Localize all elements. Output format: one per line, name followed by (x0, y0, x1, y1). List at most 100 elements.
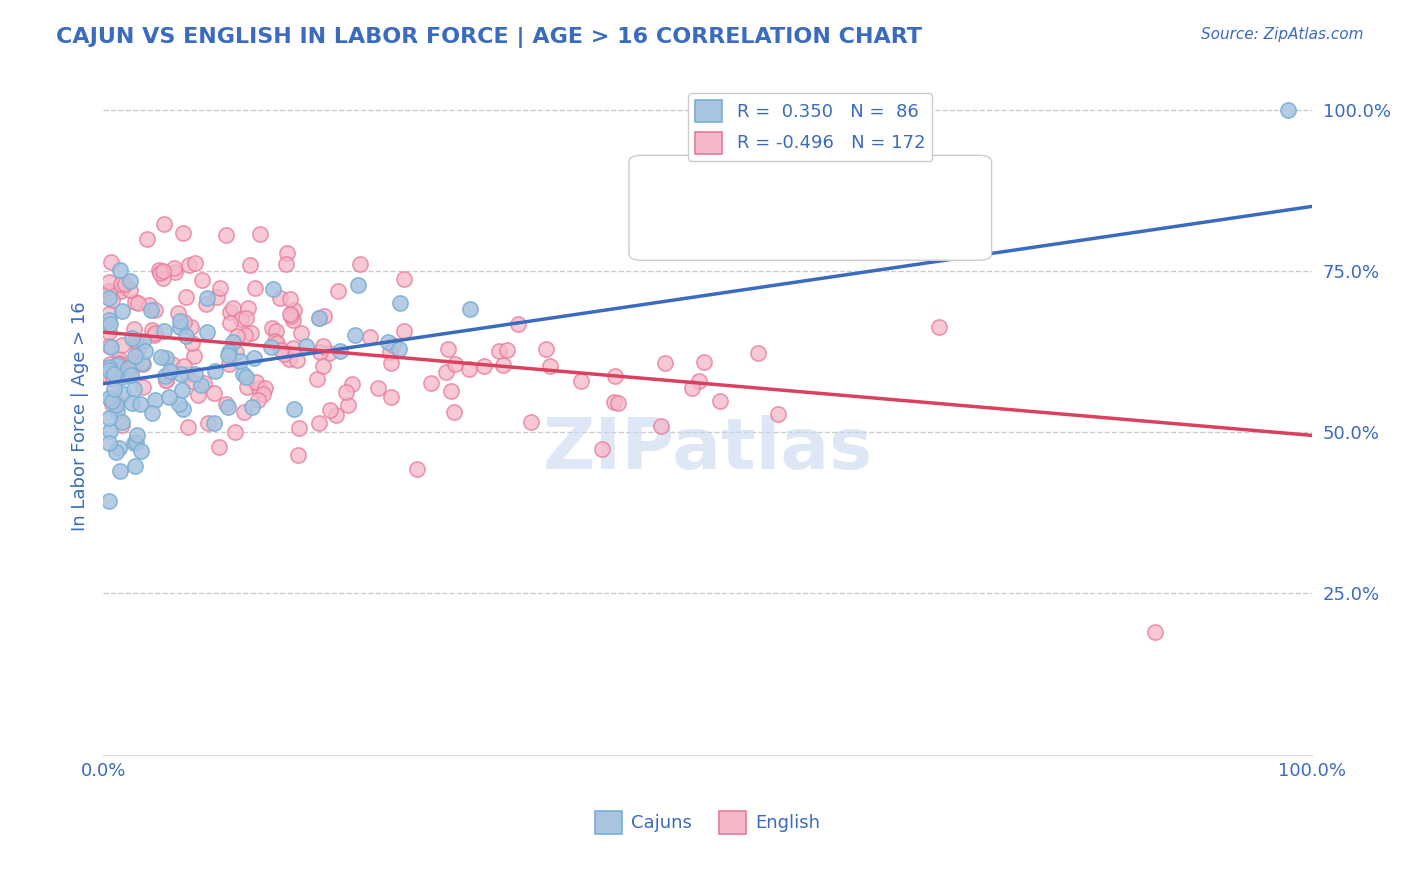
Point (269, 291, 291, 305)
Point (195, 297, 218, 311)
Point (245, 376, 267, 390)
Point (100, 293, 122, 307)
Point (114, 277, 136, 291)
Point (377, 334, 399, 349)
Point (122, 321, 145, 335)
Point (148, 262, 170, 277)
Point (107, 359, 129, 373)
Point (124, 295, 146, 310)
Point (155, 351, 177, 366)
Point (249, 227, 271, 242)
Point (177, 258, 200, 272)
Point (172, 226, 194, 240)
Point (650, 419, 672, 434)
Point (218, 344, 240, 359)
Point (218, 357, 240, 371)
Point (326, 285, 349, 299)
Point (195, 291, 218, 305)
Point (359, 330, 381, 344)
Point (458, 301, 481, 316)
Point (138, 298, 160, 312)
Point (153, 218, 176, 232)
Point (276, 246, 298, 260)
Point (163, 265, 186, 279)
Point (287, 353, 309, 368)
Point (235, 370, 257, 384)
Point (105, 393, 128, 408)
Point (159, 364, 181, 378)
Point (208, 440, 231, 454)
Point (205, 290, 228, 304)
Point (167, 306, 190, 320)
Point (184, 367, 207, 381)
Point (173, 359, 195, 374)
Point (569, 374, 592, 388)
Point (107, 404, 129, 418)
Point (236, 301, 259, 315)
Point (111, 338, 134, 352)
Point (254, 381, 277, 395)
Point (149, 350, 172, 364)
FancyBboxPatch shape (628, 155, 991, 260)
Point (288, 421, 311, 435)
Point (100, 255, 122, 269)
Point (229, 311, 252, 326)
Point (295, 339, 318, 353)
Point (98, 391, 121, 405)
Point (335, 384, 357, 399)
Point (176, 368, 198, 382)
Point (603, 395, 626, 409)
Point (280, 309, 302, 323)
Point (122, 382, 145, 396)
Point (108, 441, 131, 455)
Text: Source: ZipAtlas.com: Source: ZipAtlas.com (1201, 27, 1364, 42)
Point (169, 314, 191, 328)
Point (263, 334, 285, 348)
Point (143, 326, 166, 340)
Point (538, 359, 561, 374)
Point (98, 369, 121, 384)
Point (928, 320, 950, 334)
Point (98, 435, 121, 450)
Point (308, 311, 330, 326)
Point (318, 345, 340, 359)
Point (183, 349, 205, 363)
Point (157, 390, 180, 404)
Point (283, 302, 305, 317)
Point (125, 352, 148, 367)
Point (155, 373, 177, 387)
Point (488, 344, 510, 359)
Point (202, 385, 225, 400)
Point (252, 387, 274, 401)
Point (110, 464, 132, 478)
Point (235, 311, 257, 326)
Point (443, 405, 465, 419)
Point (103, 367, 125, 381)
Point (98, 312, 121, 326)
Text: ZIPatlas: ZIPatlas (543, 416, 873, 484)
Point (308, 311, 330, 326)
Point (169, 320, 191, 334)
Point (440, 384, 463, 398)
Point (236, 380, 259, 394)
Point (170, 367, 193, 381)
Point (98, 326, 121, 340)
Point (134, 344, 156, 359)
Point (127, 295, 149, 310)
Point (270, 343, 292, 358)
Point (747, 346, 769, 360)
Point (98, 359, 121, 374)
Point (329, 343, 352, 358)
Point (98, 361, 121, 376)
Point (162, 357, 184, 371)
Point (283, 341, 305, 355)
Point (112, 387, 135, 401)
Point (136, 232, 159, 246)
Point (125, 435, 148, 450)
Point (215, 227, 238, 242)
Point (202, 416, 225, 430)
Point (111, 280, 134, 294)
Point (274, 257, 297, 271)
Point (110, 277, 132, 292)
Point (242, 400, 264, 414)
